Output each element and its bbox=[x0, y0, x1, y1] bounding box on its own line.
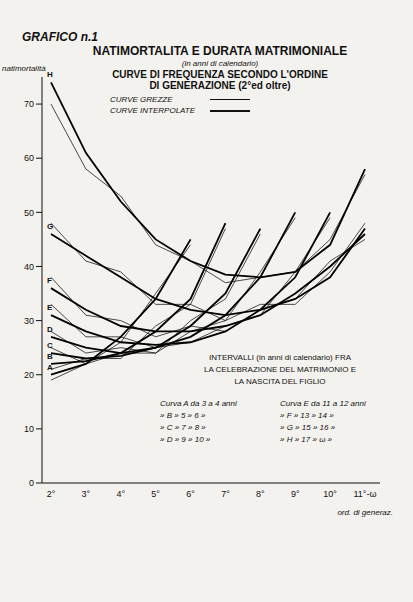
html-text:CURVE DI FREQUENZA SECONDO L'O: CURVE DI FREQUENZA SECONDO L'ORDINE bbox=[112, 69, 328, 80]
svg-text:E: E bbox=[47, 303, 53, 312]
svg-text:D: D bbox=[47, 325, 53, 334]
html-text:» D » 9 » 10 »: » D » 9 » 10 » bbox=[160, 435, 211, 444]
svg-text:0: 0 bbox=[29, 478, 34, 488]
svg-text:70: 70 bbox=[24, 99, 34, 109]
svg-text:40: 40 bbox=[24, 262, 34, 272]
html-text:Curva E da 11 a 12 anni: Curva E da 11 a 12 anni bbox=[280, 399, 366, 408]
html-text:GRAFICO n.1: GRAFICO n.1 bbox=[22, 30, 98, 44]
svg-text:6°: 6° bbox=[186, 489, 195, 499]
svg-text:10°: 10° bbox=[323, 489, 337, 499]
svg-text:7°: 7° bbox=[221, 489, 230, 499]
html-text:» H » 17 » ω »: » H » 17 » ω » bbox=[280, 435, 332, 444]
svg-text:50: 50 bbox=[24, 208, 34, 218]
svg-text:H: H bbox=[47, 70, 53, 79]
svg-text:10: 10 bbox=[24, 424, 34, 434]
svg-text:30: 30 bbox=[24, 316, 34, 326]
html-text:» B » 5 » 6 »: » B » 5 » 6 » bbox=[160, 411, 206, 420]
svg-text:2°: 2° bbox=[47, 489, 56, 499]
html-text:NATIMORTALITA E DURATA MATRIMO: NATIMORTALITA E DURATA MATRIMONIALE bbox=[92, 44, 348, 58]
svg-text:4°: 4° bbox=[116, 489, 125, 499]
svg-text:G: G bbox=[47, 222, 53, 231]
html-text:» C » 7 » 8 »: » C » 7 » 8 » bbox=[160, 423, 206, 432]
html-text:LA CELEBRAZIONE DEL MATRIMONIO: LA CELEBRAZIONE DEL MATRIMONIO E bbox=[204, 365, 356, 374]
svg-text:3°: 3° bbox=[82, 489, 91, 499]
html-text:LA NASCITA DEL FIGLIO: LA NASCITA DEL FIGLIO bbox=[234, 377, 326, 386]
html-text:CURVE GREZZE: CURVE GREZZE bbox=[110, 95, 173, 104]
svg-text:5°: 5° bbox=[151, 489, 160, 499]
html-text:» F » 13 » 14 »: » F » 13 » 14 » bbox=[280, 411, 334, 420]
html-text:CURVE INTERPOLATE: CURVE INTERPOLATE bbox=[110, 106, 196, 115]
html-text:» G » 15 » 16 »: » G » 15 » 16 » bbox=[280, 423, 336, 432]
html-text:natimortalità: natimortalità bbox=[2, 64, 46, 73]
svg-text:B: B bbox=[47, 352, 53, 361]
svg-text:9°: 9° bbox=[291, 489, 300, 499]
svg-text:8°: 8° bbox=[256, 489, 265, 499]
html-text:DI GENERAZIONE (2°ed oltre): DI GENERAZIONE (2°ed oltre) bbox=[149, 80, 291, 91]
svg-text:C: C bbox=[47, 341, 53, 350]
html-text:Curva A da 3 a 4 anni: Curva A da 3 a 4 anni bbox=[160, 399, 237, 408]
svg-text:60: 60 bbox=[24, 153, 34, 163]
svg-text:11°-ω: 11°-ω bbox=[354, 489, 377, 499]
html-text:INTERVALLI (in anni di calenda: INTERVALLI (in anni di calendario) FRA bbox=[209, 353, 351, 362]
svg-text:A: A bbox=[47, 363, 53, 372]
svg-text:F: F bbox=[47, 276, 52, 285]
html-text:ord. di generaz.: ord. di generaz. bbox=[337, 508, 393, 517]
svg-text:20: 20 bbox=[24, 370, 34, 380]
html-text:(in anni di calendario): (in anni di calendario) bbox=[181, 59, 259, 68]
